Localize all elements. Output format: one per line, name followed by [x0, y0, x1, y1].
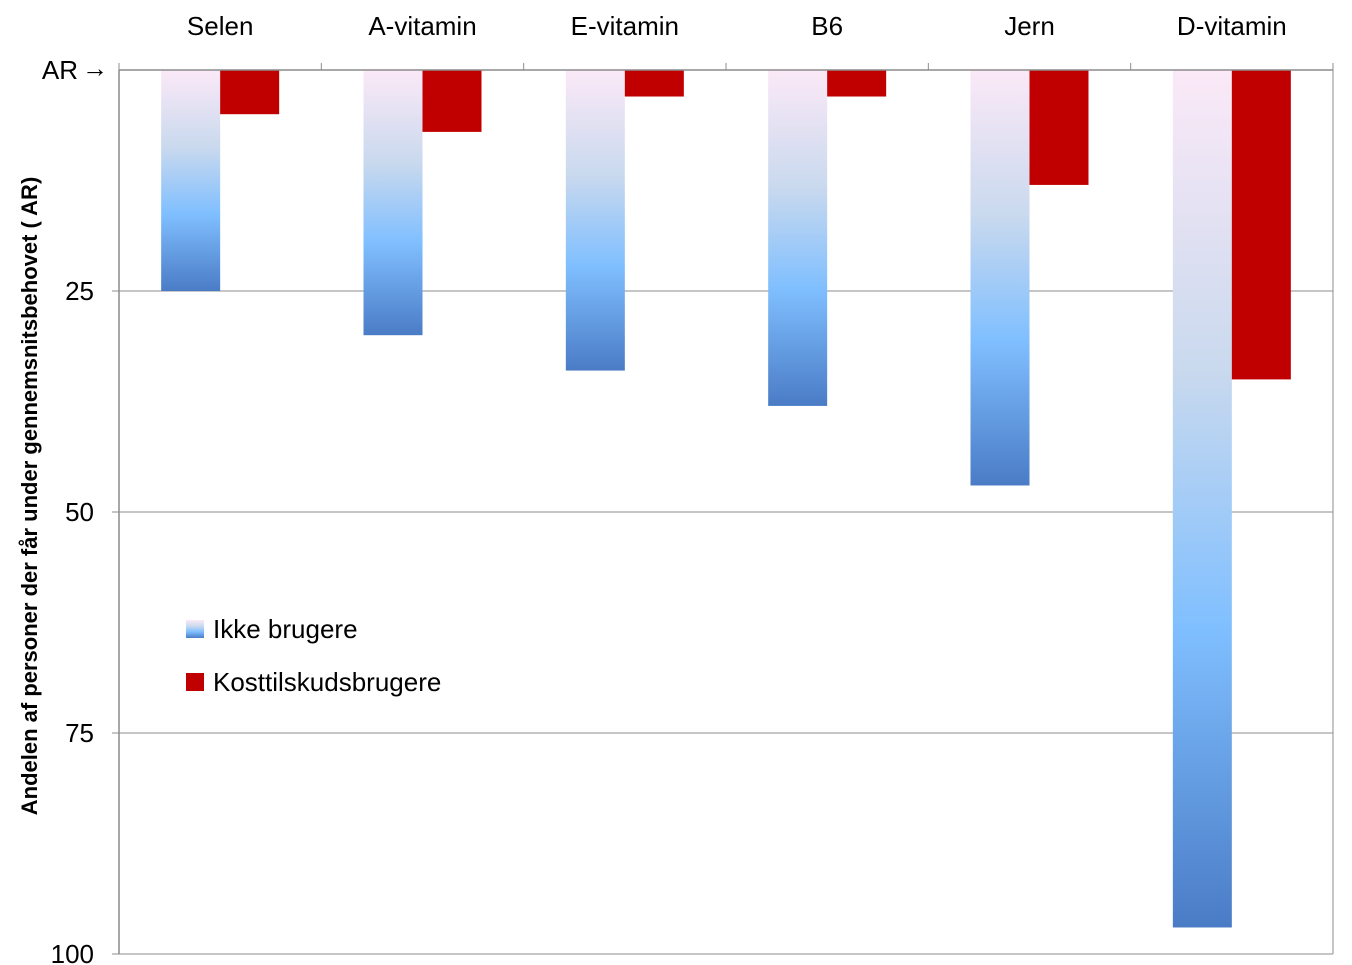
bar-ikke-brugere-0	[161, 70, 221, 291]
category-label-4: Jern	[1004, 11, 1055, 41]
ar-reference-label: AR	[42, 55, 78, 85]
bars-layer	[161, 70, 1291, 928]
category-label-3: B6	[811, 11, 843, 41]
bar-kosttilskudsbrugere-5	[1231, 70, 1291, 380]
grid-layer	[119, 290, 1333, 955]
category-label-1: A-vitamin	[368, 11, 476, 41]
y-tick-label-100: 100	[51, 939, 94, 965]
bar-kosttilskudsbrugere-0	[220, 70, 280, 115]
legend: Ikke brugere Kosttilskudsbrugere	[186, 614, 441, 697]
bar-ikke-brugere-3	[768, 70, 828, 406]
legend-label-ikke-brugere: Ikke brugere	[213, 614, 358, 644]
y-tick-label-25: 25	[65, 276, 94, 306]
y-tick-label-75: 75	[65, 718, 94, 748]
label-layer: 25 50 75 100 AR → Selen A-vitamin E-vitamin B6 Jer…	[17, 11, 1287, 965]
category-label-5: D-vitamin	[1177, 11, 1287, 41]
y-tick-label-50: 50	[65, 497, 94, 527]
category-label-2: E-vitamin	[571, 11, 679, 41]
bar-ikke-brugere-4	[970, 70, 1030, 486]
bar-kosttilskudsbrugere-4	[1029, 70, 1089, 185]
bar-ikke-brugere-5	[1172, 70, 1232, 928]
category-label-0: Selen	[187, 11, 254, 41]
legend-label-kosttilskudsbrugere: Kosttilskudsbrugere	[213, 667, 441, 697]
bar-kosttilskudsbrugere-1	[422, 70, 482, 132]
ar-arrow-icon: →	[82, 53, 108, 83]
bar-kosttilskudsbrugere-3	[827, 70, 887, 97]
legend-swatch-ikke-brugere	[186, 620, 204, 638]
axis-layer	[112, 63, 1334, 955]
y-axis-title: Andelen af personer der får under gennem…	[17, 177, 42, 816]
bar-kosttilskudsbrugere-2	[624, 70, 684, 97]
legend-swatch-kosttilskudsbrugere	[186, 673, 204, 691]
bar-ikke-brugere-2	[565, 70, 625, 371]
bar-ikke-brugere-1	[363, 70, 423, 336]
